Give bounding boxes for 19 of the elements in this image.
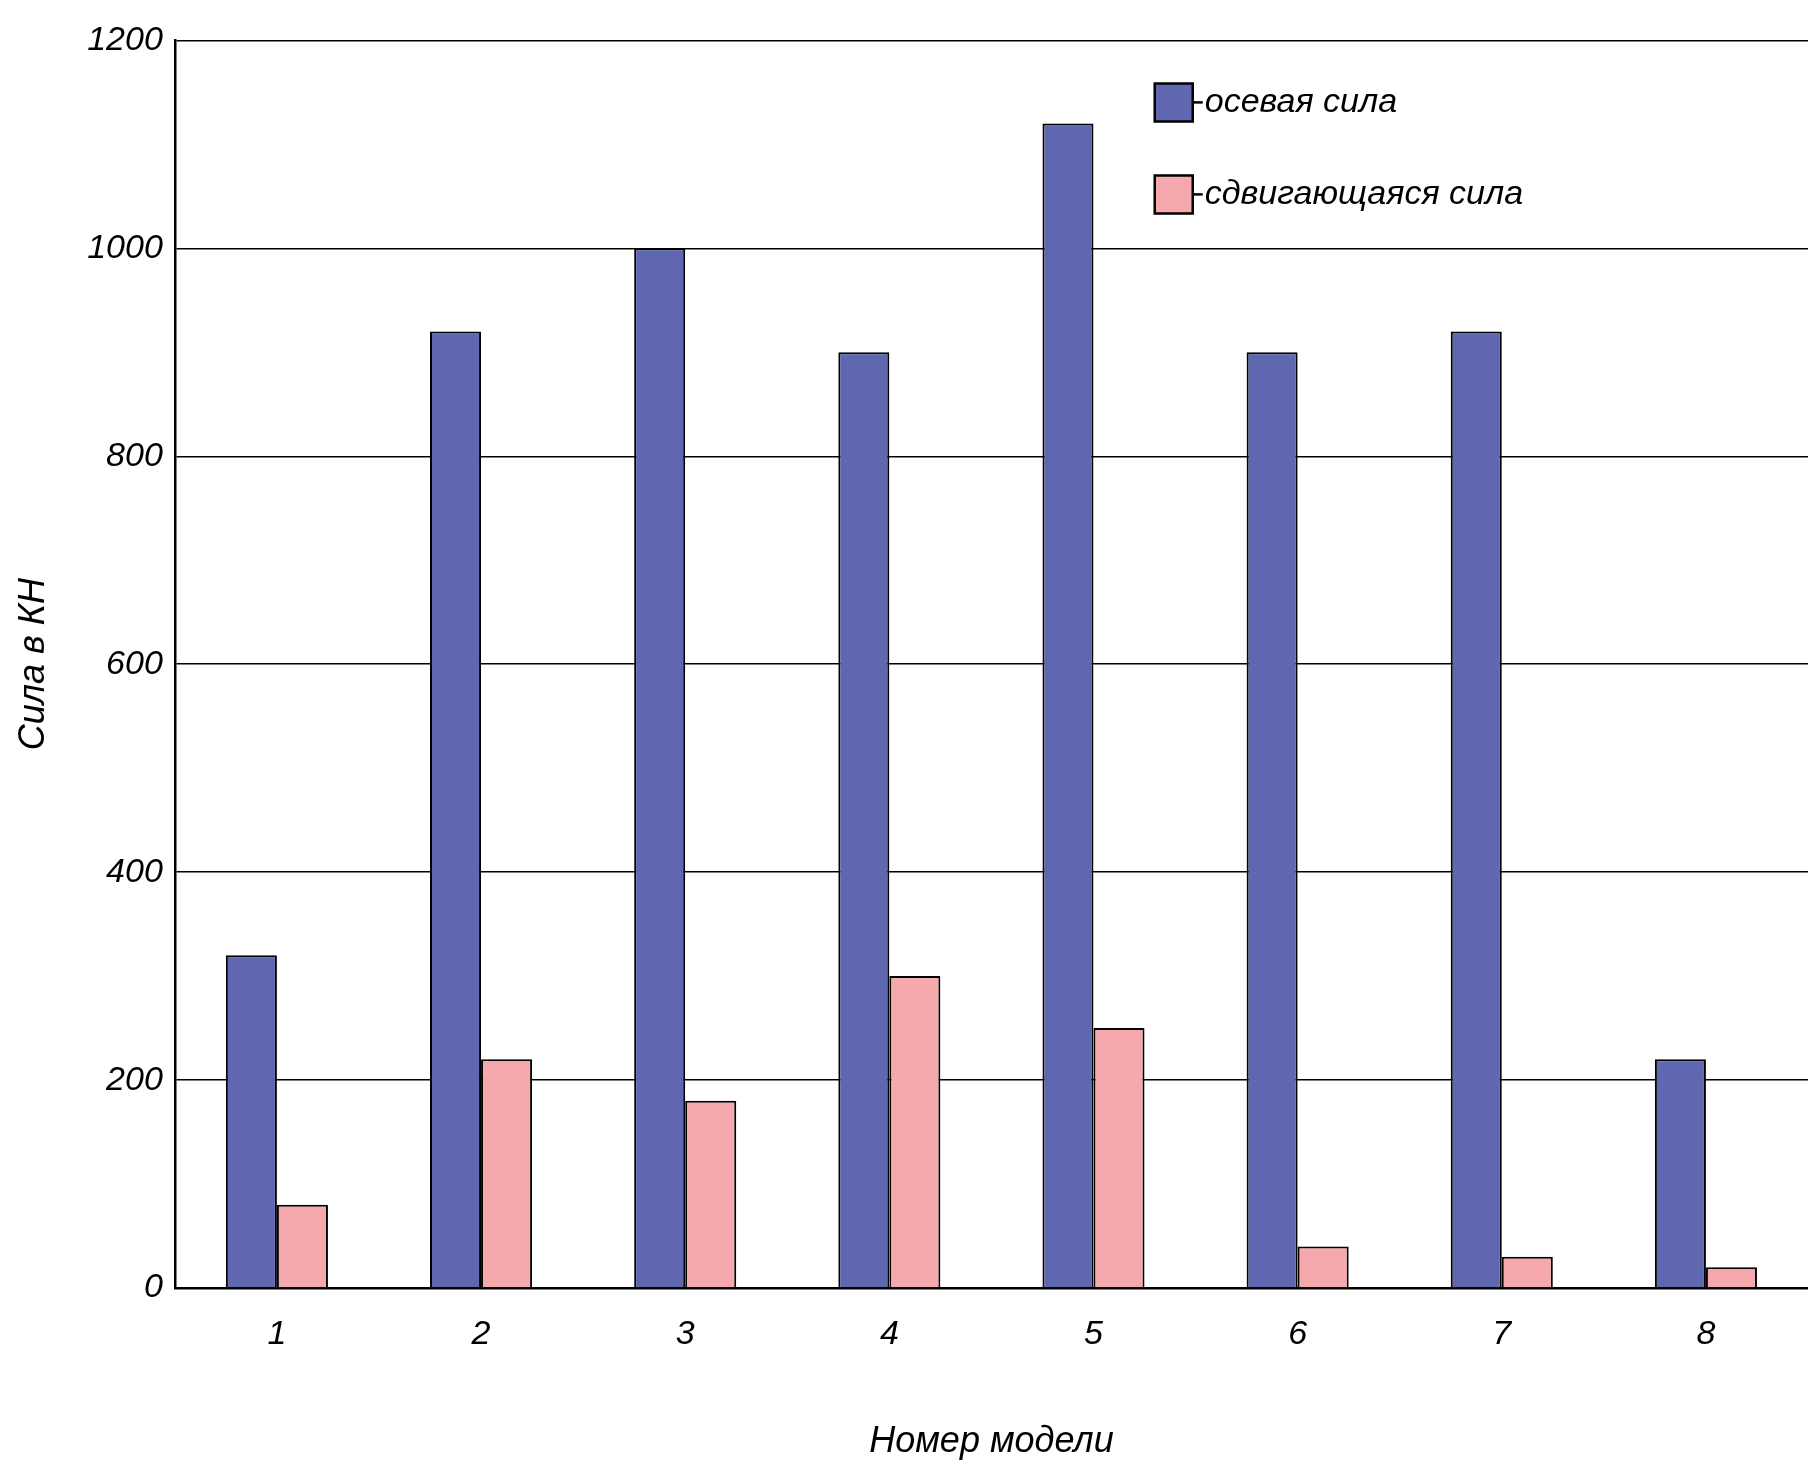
x-tick-label: 6 xyxy=(1288,1312,1308,1351)
y-tick-label: 600 xyxy=(106,642,163,681)
x-tick-label: 7 xyxy=(1492,1312,1513,1351)
y-axis-title: Сила в КН xyxy=(10,577,52,751)
legend-label: осевая сила xyxy=(1204,80,1398,119)
legend-label: сдвигающаяся сила xyxy=(1204,172,1524,211)
y-tick-label: 1200 xyxy=(87,18,163,57)
x-tick-label: 1 xyxy=(267,1312,287,1351)
y-tick-label: 0 xyxy=(143,1266,163,1305)
x-tick-label: 2 xyxy=(470,1312,491,1351)
x-tick-label: 8 xyxy=(1696,1312,1716,1351)
y-tick-label: 400 xyxy=(106,850,163,889)
x-axis-title: Номер модели xyxy=(869,1419,1114,1461)
y-tick-label: 200 xyxy=(105,1058,163,1097)
x-tick-label: 5 xyxy=(1084,1312,1104,1351)
y-tick-label: 800 xyxy=(106,434,163,473)
x-tick-label: 3 xyxy=(675,1312,695,1351)
x-tick-label: 4 xyxy=(879,1312,899,1351)
y-tick-label: 1000 xyxy=(87,226,163,265)
